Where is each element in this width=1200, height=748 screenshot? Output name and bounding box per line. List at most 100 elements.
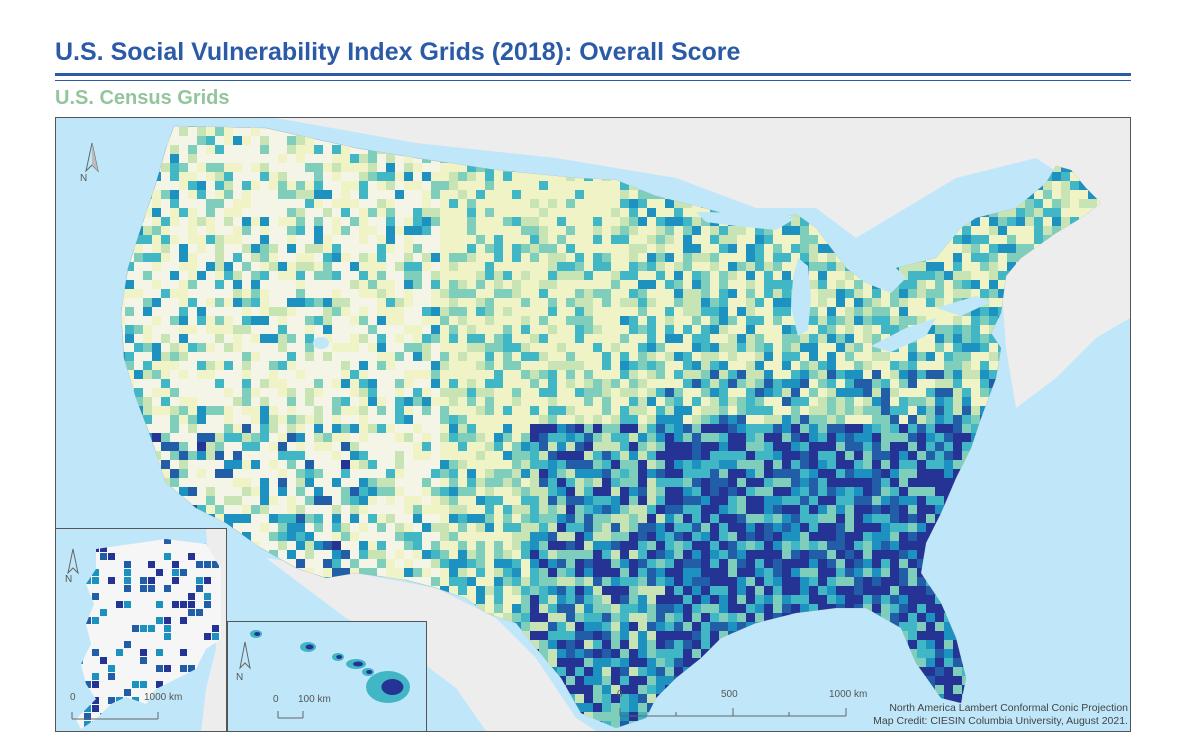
- svi-grid-cell: [269, 253, 278, 262]
- svi-grid-cell: [908, 469, 917, 478]
- svi-grid-cell: [845, 433, 854, 442]
- svi-grid-cell: [368, 496, 377, 505]
- svi-grid-cell: [467, 505, 476, 514]
- svi-grid-cell: [458, 460, 467, 469]
- svi-grid-cell: [197, 406, 206, 415]
- svi-grid-cell: [143, 505, 152, 514]
- svi-grid-cell: [611, 370, 620, 379]
- svi-grid-cell: [782, 496, 791, 505]
- svi-grid-cell: [143, 334, 152, 343]
- svi-grid-cell: [683, 352, 692, 361]
- svi-grid-cell: [629, 307, 638, 316]
- svi-grid-cell: [161, 126, 170, 127]
- svi-grid-cell: [224, 460, 233, 469]
- svi-grid-cell: [449, 325, 458, 334]
- svi-grid-cell: [980, 199, 989, 208]
- svi-grid-cell: [1034, 217, 1043, 226]
- svi-grid-cell: [377, 397, 386, 406]
- svi-grid-cell: [881, 442, 890, 451]
- svi-grid-cell: [296, 190, 305, 199]
- svi-grid-cell: [449, 181, 458, 190]
- svi-grid-cell: [431, 496, 440, 505]
- svi-grid-cell: [764, 469, 773, 478]
- svi-grid-cell: [746, 469, 755, 478]
- svi-grid-cell: [1097, 424, 1101, 433]
- svi-grid-cell: [647, 496, 656, 505]
- svi-grid-cell: [440, 199, 449, 208]
- svi-grid-cell: [674, 496, 683, 505]
- svi-grid-cell: [629, 478, 638, 487]
- svi-grid-cell: [620, 343, 629, 352]
- svi-grid-cell: [467, 361, 476, 370]
- svi-grid-cell: [602, 307, 611, 316]
- svi-grid-cell: [494, 361, 503, 370]
- svi-grid-cell: [818, 442, 827, 451]
- svi-grid-cell: [1088, 370, 1097, 379]
- svi-grid-cell: [728, 442, 737, 451]
- svi-grid-cell: [395, 388, 404, 397]
- svi-grid-cell: [593, 289, 602, 298]
- svi-grid-cell: [314, 235, 323, 244]
- svi-grid-cell: [1088, 469, 1097, 478]
- svi-grid-cell: [998, 172, 1007, 181]
- svi-grid-cell: [1070, 370, 1079, 379]
- svi-grid-cell: [611, 217, 620, 226]
- svi-grid-cell: [467, 586, 476, 595]
- svi-grid-cell: [602, 415, 611, 424]
- svi-grid-cell: [467, 163, 476, 172]
- svi-grid-cell: [530, 541, 539, 550]
- svi-grid-cell: [863, 325, 872, 334]
- svi-grid-cell: [467, 424, 476, 433]
- svi-grid-cell: [431, 487, 440, 496]
- svi-grid-cell: [773, 514, 782, 523]
- svi-grid-cell: [152, 514, 161, 523]
- main-map[interactable]: N 0 500 1000 km 0 1000 km: [55, 117, 1131, 732]
- svi-grid-cell: [494, 199, 503, 208]
- svi-grid-cell: [989, 406, 998, 415]
- svi-grid-cell: [530, 460, 539, 469]
- svi-grid-cell: [665, 469, 674, 478]
- svi-grid-cell: [440, 361, 449, 370]
- svi-grid-cell: [629, 433, 638, 442]
- svi-grid-cell: [863, 541, 872, 550]
- svi-grid-cell: [152, 262, 161, 271]
- svi-grid-cell: [656, 523, 665, 532]
- svi-grid-cell: [665, 487, 674, 496]
- svi-grid-cell: [701, 514, 710, 523]
- svi-grid-cell: [242, 361, 251, 370]
- svi-grid-cell: [908, 262, 917, 271]
- svi-grid-cell: [485, 406, 494, 415]
- svi-grid-cell: [764, 487, 773, 496]
- svi-grid-cell: [1025, 532, 1034, 541]
- svi-grid-cell: [215, 235, 224, 244]
- svi-grid-cell: [674, 325, 683, 334]
- svi-grid-cell: [737, 451, 746, 460]
- svi-grid-cell: [296, 127, 305, 136]
- svi-grid-cell: [476, 217, 485, 226]
- svi-grid-cell: [917, 550, 926, 559]
- svi-grid-cell: [485, 172, 494, 181]
- svi-grid-cell: [899, 577, 908, 586]
- svi-grid-cell: [710, 280, 719, 289]
- svi-grid-cell: [1016, 226, 1025, 235]
- svi-grid-cell: [584, 541, 593, 550]
- svi-grid-cell: [548, 343, 557, 352]
- svi-grid-cell: [764, 514, 773, 523]
- svi-grid-cell: [121, 244, 125, 253]
- svi-grid-cell: [341, 307, 350, 316]
- svi-grid-cell: [611, 271, 620, 280]
- svi-grid-cell: [1061, 514, 1070, 523]
- svi-grid-cell: [548, 532, 557, 541]
- svi-grid-cell: [224, 424, 233, 433]
- svi-grid-cell: [737, 505, 746, 514]
- svi-grid-cell: [494, 469, 503, 478]
- svi-grid-cell: [368, 514, 377, 523]
- svi-grid-cell: [161, 334, 170, 343]
- svi-grid-cell: [485, 226, 494, 235]
- svi-grid-cell: [854, 478, 863, 487]
- svi-grid-cell: [863, 568, 872, 577]
- svi-grid-cell: [944, 298, 953, 307]
- svi-grid-cell: [602, 190, 611, 199]
- svi-grid-cell: [737, 469, 746, 478]
- svi-grid-cell: [395, 568, 404, 577]
